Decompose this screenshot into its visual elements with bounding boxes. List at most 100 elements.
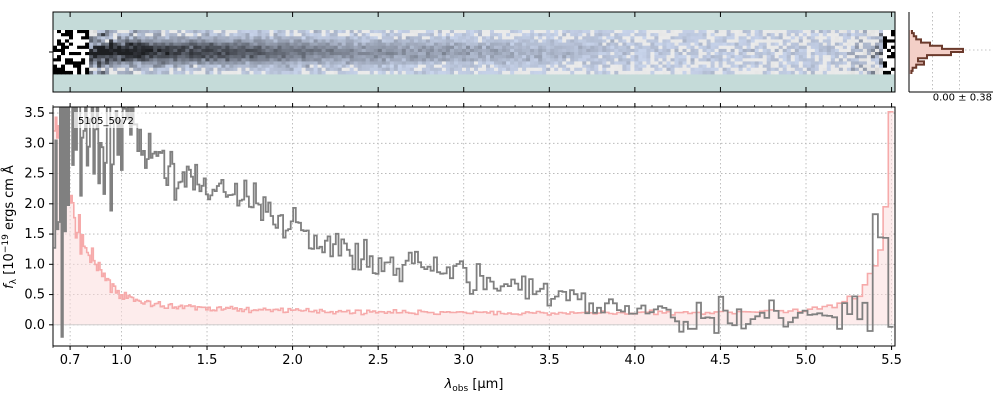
spectrum-2d-pixel <box>614 61 619 65</box>
spectrum-2d-pixel <box>586 61 591 65</box>
spectrum-2d-pixel <box>746 42 752 47</box>
spectrum-2d-pixel <box>261 45 267 50</box>
spectrum-2d-pixel <box>241 33 246 37</box>
spectrum-2d-pixel <box>53 55 58 59</box>
spectrum-2d-pixel <box>57 42 62 47</box>
spectrum-2d-pixel <box>594 64 599 69</box>
spectrum-2d-pixel <box>578 64 583 69</box>
spectrum-2d-pixel <box>662 30 667 34</box>
spectrum-2d-pixel <box>241 45 246 50</box>
spectrum-2d-pixel <box>177 61 182 65</box>
spectrum-2d-pixel <box>125 58 130 62</box>
spectrum-2d-pixel <box>433 67 439 72</box>
spectrum-2d-pixel <box>879 30 884 34</box>
spectrum-2d-pixel <box>397 36 403 40</box>
spectrum-2d-pixel <box>578 33 583 37</box>
spectrum-2d-pixel <box>109 45 114 50</box>
spectrum-2d-pixel <box>73 70 78 75</box>
spectrum-2d-pixel <box>494 64 499 69</box>
spectrum-2d-pixel <box>838 42 844 47</box>
spectrum-2d-pixel <box>842 55 848 59</box>
spectrum-2d-pixel <box>381 52 387 56</box>
spectrum-2d-pixel <box>309 39 315 43</box>
spectrum-2d-pixel <box>750 55 756 59</box>
spectrum-2d-pixel <box>129 30 134 34</box>
spectrum-2d-pixel <box>514 70 519 75</box>
spectrum-2d-pixel <box>93 67 98 72</box>
spectrum-2d-pixel <box>502 45 507 50</box>
spectrum-2d-pixel <box>101 55 106 59</box>
spectrum-2d-pixel <box>562 61 567 65</box>
spectrum-2d-pixel <box>97 42 102 47</box>
spectrum-2d-pixel <box>65 30 70 34</box>
spectrum-2d-pixel <box>441 64 447 69</box>
spectrum-2d-pixel <box>413 45 419 50</box>
spectrum-2d-pixel <box>349 55 355 59</box>
spectrum-2d-pixel <box>193 55 198 59</box>
spectrum-2d-pixel <box>153 55 158 59</box>
spectrum-2d-pixel <box>466 45 471 50</box>
spectrum-2d-pixel <box>341 58 347 62</box>
spectrum-2d-pixel <box>241 52 246 56</box>
spectrum-2d-pixel <box>678 30 684 34</box>
spectrum-2d-pixel <box>161 45 166 50</box>
spectrum-2d-pixel <box>281 55 287 59</box>
spectrum-2d-pixel <box>85 55 90 59</box>
spectrum-2d-pixel <box>879 61 884 65</box>
spectrum-2d-pixel <box>145 36 150 40</box>
spectrum-2d-pixel <box>490 42 495 47</box>
spectrum-2d-pixel <box>121 39 126 43</box>
spectrum-2d-pixel <box>574 33 579 37</box>
spectrum-2d-pixel <box>273 45 279 50</box>
spectrum-2d-pixel <box>478 55 483 59</box>
spectrum-2d-pixel <box>714 58 720 62</box>
spectrum-2d-pixel <box>478 48 483 53</box>
spectrum-2d-pixel <box>498 42 503 47</box>
spectrum-2d-pixel <box>458 61 463 65</box>
spectrum-2d-pixel <box>570 30 575 34</box>
spectrum-2d-pixel <box>205 48 210 53</box>
spectrum-2d-pixel <box>197 48 202 53</box>
spectrum-2d-pixel <box>770 48 776 53</box>
spectrum-2d-pixel <box>846 42 852 47</box>
spectrum-2d-pixel <box>598 42 603 47</box>
spectrum-2d-pixel <box>582 42 587 47</box>
spectrum-2d-pixel <box>482 67 487 72</box>
spectrum-2d-pixel <box>594 52 599 56</box>
spectrum-2d-pixel <box>510 58 515 62</box>
spectrum-2d-pixel <box>778 67 784 72</box>
spectrum-2d-pixel <box>698 48 704 53</box>
spectrum-2d-pixel <box>458 48 463 53</box>
spectrum-2d-pixel <box>281 52 287 56</box>
spectrum-2d-pixel <box>626 52 631 56</box>
spectrum-2d-pixel <box>113 48 118 53</box>
spectrum-2d-pixel <box>425 30 431 34</box>
spectrum-2d-pixel <box>349 30 355 34</box>
spectrum-2d-pixel <box>189 48 194 53</box>
spectrum-2d-pixel <box>726 55 732 59</box>
spectrum-2d-pixel <box>714 70 720 75</box>
spectrum-2d-pixel <box>73 61 78 65</box>
spectrum-2d-pixel <box>265 48 271 53</box>
spectrum-2d-pixel <box>782 61 788 65</box>
spectrum-2d-pixel <box>534 70 539 75</box>
spectrum-2d-pixel <box>361 70 367 75</box>
spectrum-2d-pixel <box>61 45 66 50</box>
spectrum-2d-pixel <box>854 48 860 53</box>
spectrum-2d-pixel <box>69 61 74 65</box>
spectrum-2d-pixel <box>810 61 816 65</box>
spectrum-2d-pixel <box>510 64 515 69</box>
spectrum-2d-pixel <box>189 67 194 72</box>
spectrum-2d-pixel <box>241 39 246 43</box>
spectrum-2d-pixel <box>774 33 780 37</box>
spectrum-2d-pixel <box>654 48 659 53</box>
spectrum-2d-pixel <box>141 52 146 56</box>
spectrum-2d-pixel <box>233 42 238 47</box>
spectrum-2d-pixel <box>393 52 399 56</box>
spectrum-2d-pixel <box>546 58 551 62</box>
spectrum-2d-pixel <box>726 58 732 62</box>
spectrum-2d-pixel <box>518 30 523 34</box>
spectrum-2d-pixel <box>698 42 704 47</box>
spectrum-2d-pixel <box>566 45 571 50</box>
spectrum-2d-pixel <box>862 48 868 53</box>
